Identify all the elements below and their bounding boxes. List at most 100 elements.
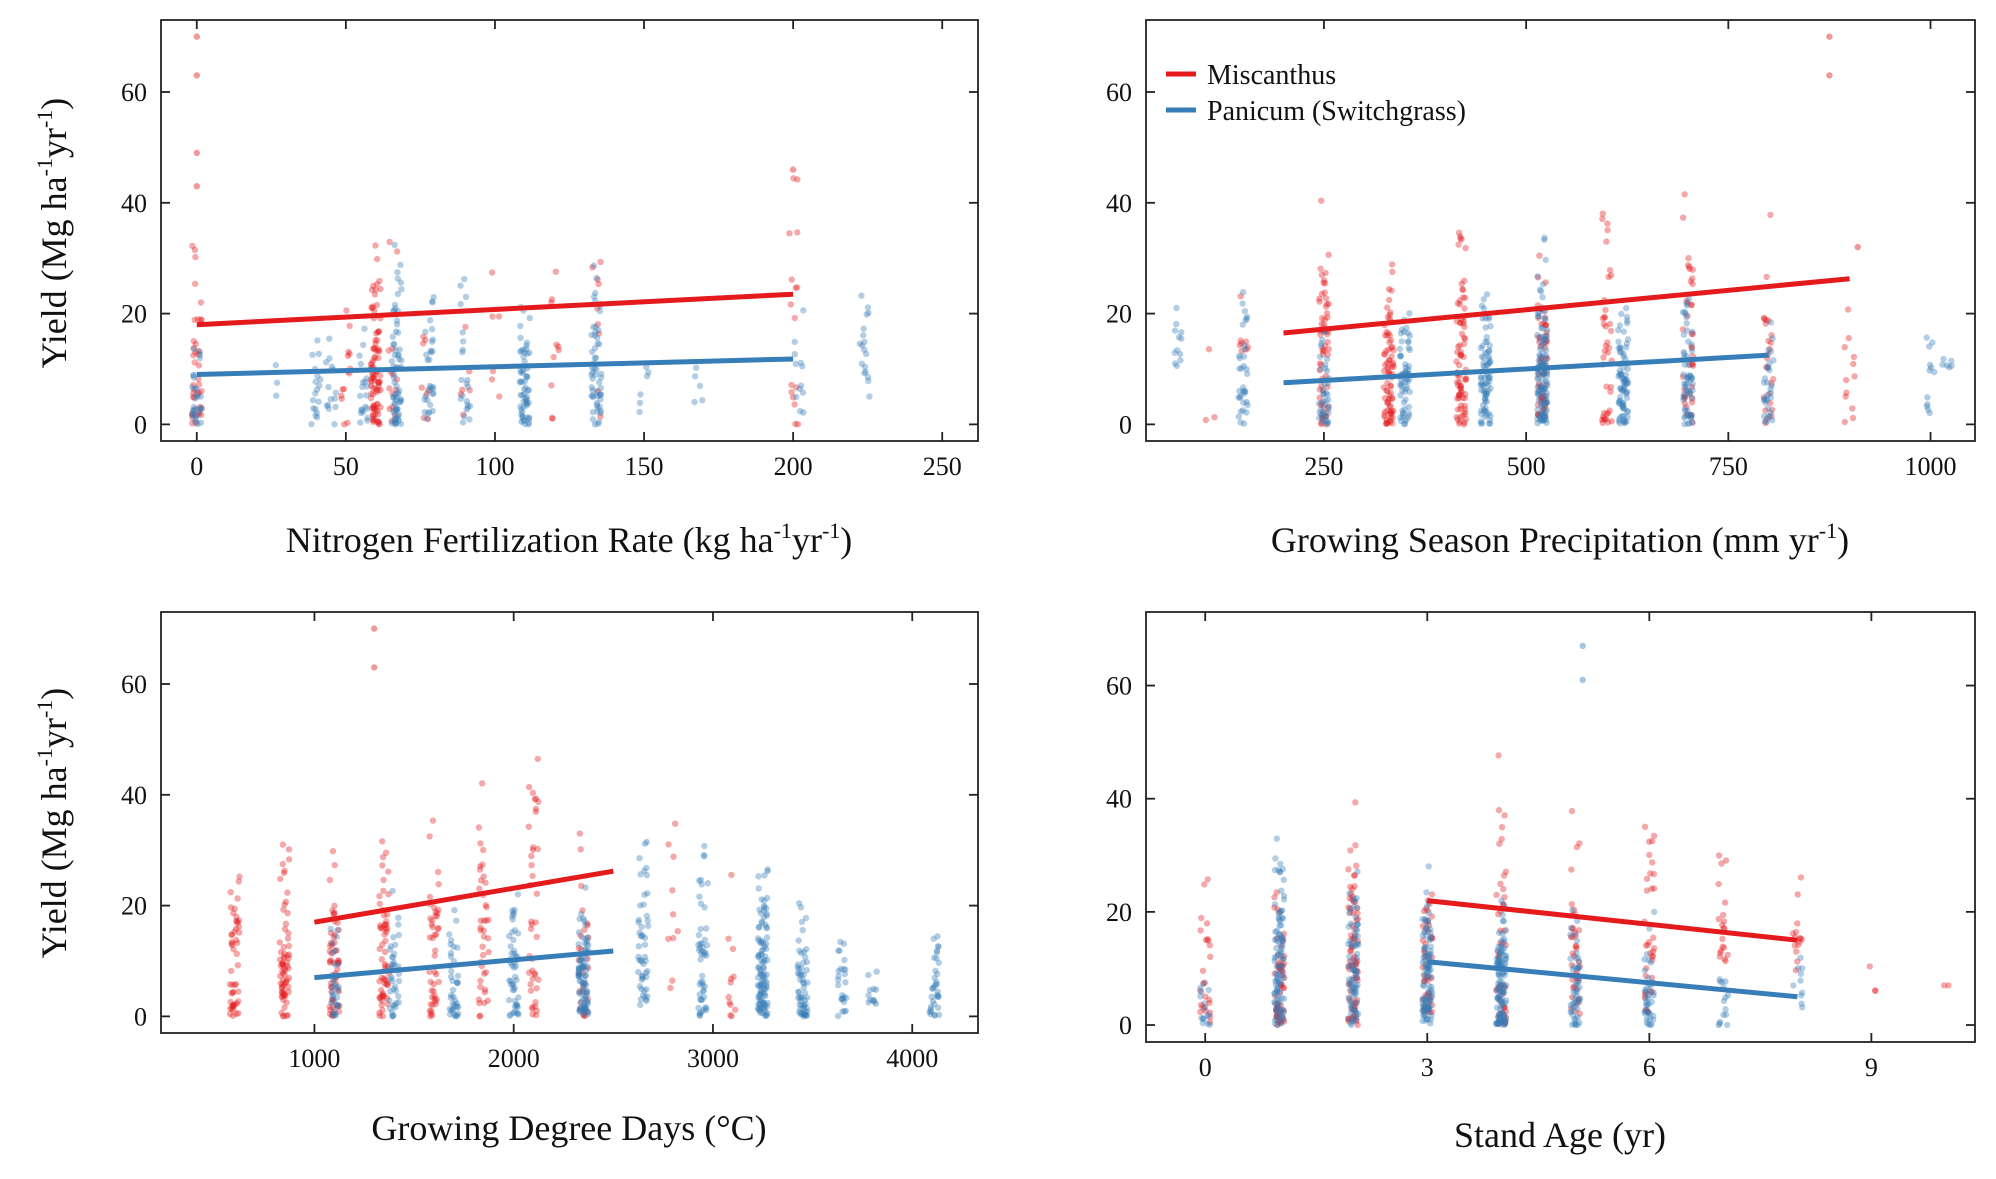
data-point	[1353, 974, 1361, 981]
data-point	[1495, 1019, 1503, 1026]
data-point	[379, 1013, 386, 1020]
y-axis-label: Yield (Mg ha-1yr-1)	[32, 688, 74, 959]
data-point	[865, 999, 872, 1006]
data-point	[390, 341, 398, 348]
data-point	[834, 1012, 842, 1020]
data-point	[1273, 889, 1280, 896]
data-point	[1765, 337, 1772, 345]
data-point	[1400, 399, 1408, 406]
data-point	[526, 314, 533, 322]
data-point	[1421, 1005, 1428, 1013]
data-point	[1688, 412, 1695, 419]
data-point	[1641, 967, 1649, 974]
data-point	[1352, 1000, 1359, 1007]
data-point	[509, 907, 516, 914]
data-point	[1319, 398, 1327, 405]
data-point	[1501, 1020, 1508, 1027]
data-point	[1429, 934, 1436, 941]
data-point	[1799, 965, 1806, 972]
data-point	[391, 950, 398, 957]
data-point	[576, 1004, 584, 1011]
data-point	[1496, 998, 1504, 1005]
data-point	[835, 973, 842, 980]
data-point	[1205, 996, 1213, 1003]
data-point	[1536, 339, 1543, 346]
data-point	[1576, 1010, 1584, 1017]
data-point	[533, 933, 540, 940]
data-point	[1534, 313, 1542, 320]
data-point	[513, 1002, 520, 1009]
data-point	[1762, 419, 1769, 427]
data-point	[1493, 955, 1501, 963]
data-point	[1649, 953, 1656, 960]
data-point	[1502, 1008, 1510, 1015]
data-point	[1650, 870, 1658, 878]
data-point	[1687, 376, 1694, 384]
data-point	[727, 979, 734, 986]
data-point	[475, 824, 483, 831]
data-point	[1419, 1007, 1426, 1014]
data-point	[730, 973, 737, 980]
data-point	[1719, 911, 1727, 919]
data-point	[1351, 988, 1358, 995]
data-point	[1575, 927, 1583, 934]
data-point	[595, 330, 603, 337]
data-point	[378, 974, 385, 981]
data-point	[1428, 975, 1435, 982]
data-point	[1643, 875, 1651, 882]
data-point	[448, 968, 455, 975]
data-point	[763, 1003, 771, 1010]
data-point	[701, 853, 708, 860]
data-point	[1573, 937, 1581, 944]
data-point	[1176, 351, 1184, 358]
data-point	[588, 331, 595, 339]
data-point	[1278, 1020, 1285, 1027]
data-point	[331, 909, 338, 916]
y-tick-label: 40	[1106, 189, 1132, 218]
data-point	[314, 337, 321, 344]
data-point	[1397, 352, 1404, 359]
data-point	[397, 261, 404, 268]
data-point	[395, 999, 402, 1006]
data-point	[312, 405, 319, 413]
data-point	[1643, 1007, 1651, 1014]
data-point	[760, 914, 768, 921]
data-point	[1572, 1008, 1579, 1015]
data-point	[1237, 394, 1244, 401]
data-point	[1353, 974, 1361, 982]
data-point	[481, 986, 489, 993]
data-point	[1352, 842, 1359, 849]
data-point	[1242, 388, 1249, 396]
data-point	[1453, 358, 1460, 365]
data-point	[1538, 413, 1545, 420]
data-point	[1207, 1013, 1214, 1021]
data-point	[756, 1001, 763, 1008]
data-point	[371, 405, 378, 413]
data-point	[1720, 997, 1728, 1005]
data-point	[582, 921, 589, 928]
data-point	[581, 1008, 588, 1015]
fit-line-miscanthus	[313, 868, 614, 925]
data-point	[1574, 1013, 1581, 1021]
data-point	[761, 974, 768, 981]
data-point	[582, 1003, 590, 1011]
data-point	[1274, 906, 1282, 913]
data-point	[1502, 1017, 1510, 1024]
data-point	[1494, 948, 1502, 955]
data-point	[1689, 330, 1697, 337]
data-point	[695, 1004, 702, 1012]
data-point	[1501, 1019, 1508, 1027]
data-point	[277, 980, 284, 987]
data-point	[483, 903, 490, 911]
data-point	[526, 414, 533, 421]
data-point	[643, 838, 650, 846]
data-point	[382, 962, 389, 970]
data-point	[1317, 365, 1324, 373]
data-point	[596, 341, 603, 348]
data-point	[371, 371, 379, 378]
data-point	[1926, 343, 1933, 350]
data-point	[933, 949, 941, 956]
data-point	[1236, 365, 1243, 372]
data-point	[340, 385, 348, 393]
data-point	[449, 1000, 456, 1007]
